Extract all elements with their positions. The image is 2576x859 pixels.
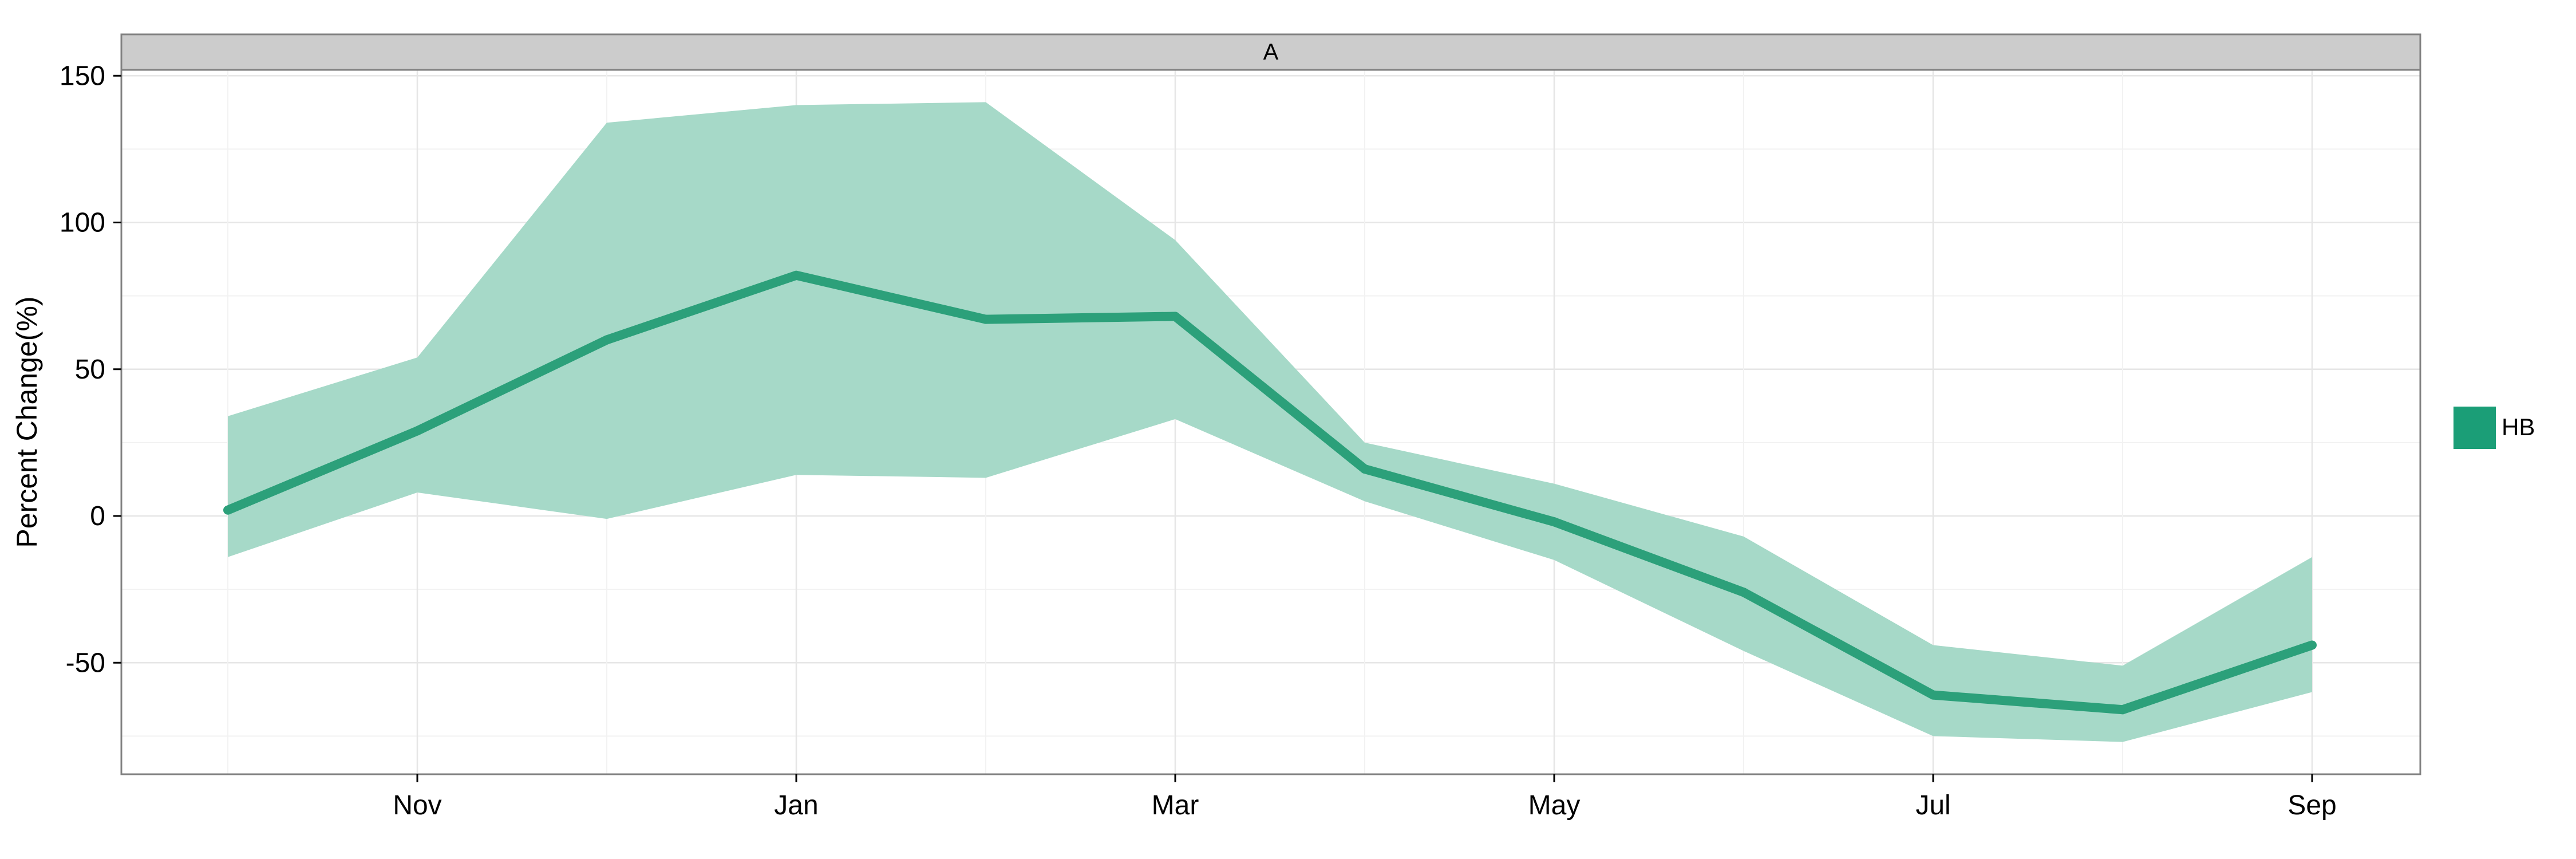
facet-label: A xyxy=(1263,40,1279,65)
data-point xyxy=(1739,588,1748,597)
x-tick-label: Sep xyxy=(2287,790,2336,821)
y-tick-label: 0 xyxy=(90,501,105,531)
band-layer xyxy=(228,102,2312,742)
legend-label-hb: HB xyxy=(2502,413,2535,440)
legend: HB xyxy=(2453,407,2535,449)
data-point xyxy=(792,270,801,280)
data-point xyxy=(2308,640,2317,650)
plot-panel-border xyxy=(120,69,2421,775)
legend-key-hb xyxy=(2453,407,2496,449)
y-tick-label: 50 xyxy=(75,354,105,385)
facet-strip: A xyxy=(120,33,2421,71)
line-layer xyxy=(223,270,2317,715)
facet-strip-background xyxy=(120,33,2421,71)
x-tick-label: Mar xyxy=(1152,790,1199,821)
confidence-band-hb xyxy=(228,102,2312,742)
data-point xyxy=(2118,705,2127,715)
x-tick-label: Jan xyxy=(774,790,818,821)
data-point xyxy=(1360,464,1369,474)
y-tick-label: 100 xyxy=(60,208,105,238)
x-tick-label: May xyxy=(1528,790,1581,821)
data-point xyxy=(1171,312,1180,321)
data-point xyxy=(223,505,232,515)
data-point xyxy=(1550,517,1559,527)
y-axis: -50 0 50 100 150 xyxy=(60,61,121,678)
data-point xyxy=(602,335,611,345)
y-tick-label: -50 xyxy=(66,648,105,678)
data-point xyxy=(981,314,990,324)
data-point xyxy=(1929,690,1938,700)
x-tick-label: Nov xyxy=(393,790,441,821)
data-point xyxy=(413,426,422,436)
y-tick-label: 150 xyxy=(60,61,105,91)
y-axis-title: Percent Change(%) xyxy=(11,296,43,547)
x-tick-label: Jul xyxy=(1915,790,1950,821)
series-line-hb xyxy=(226,270,2314,715)
x-axis: Nov Jan Mar May Jul Sep xyxy=(393,774,2337,821)
